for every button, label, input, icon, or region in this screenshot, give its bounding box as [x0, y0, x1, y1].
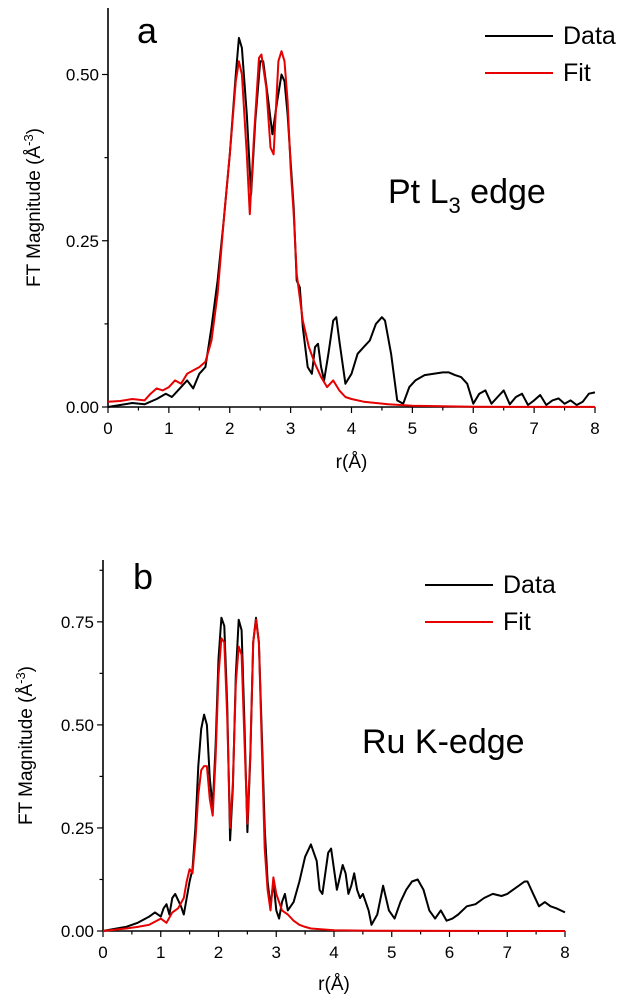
- legend-label-fit: Fit: [563, 59, 591, 87]
- y-axis-title-close: ): [16, 666, 37, 672]
- panel-b-chart: 0 1 2 3 4 5 6 7 8 0.00 0.25 0.50 0.75 r(Å) FT Magnitud…: [13, 556, 570, 995]
- x-tick-label: 2: [214, 943, 223, 962]
- x-tick-label: 7: [529, 419, 538, 438]
- edge-annotation-main: Pt L: [388, 173, 448, 211]
- x-tick-label: 1: [156, 943, 165, 962]
- y-axis-title: FT Magnitude (Å-3): [21, 128, 45, 287]
- x-tick-label: 2: [225, 419, 234, 438]
- x-tick-label: 1: [164, 419, 173, 438]
- x-tick-label: 5: [408, 419, 417, 438]
- y-axis-title-main: FT Magnitude (Å: [24, 146, 45, 287]
- y-tick-label: 0.25: [66, 232, 99, 251]
- y-tick-label: 0.50: [66, 66, 99, 85]
- x-tick-label: 6: [469, 419, 478, 438]
- y-axis-title-superscript: -3: [13, 672, 28, 684]
- edge-annotation-rest: edge: [461, 173, 546, 211]
- x-tick-label: 7: [503, 943, 512, 962]
- y-tick-label: 0.50: [61, 716, 94, 735]
- edge-annotation: Pt L3 edge: [388, 173, 546, 218]
- panel-label: b: [133, 556, 153, 597]
- edge-annotation-main: Ru K-edge: [362, 723, 525, 761]
- y-tick-label: 0.00: [66, 398, 99, 417]
- x-tick-label: 3: [272, 943, 281, 962]
- y-axis-title: FT Magnitude (Å-3): [13, 666, 37, 825]
- legend-label-fit: Fit: [503, 608, 531, 636]
- legend-label-data: Data: [563, 22, 616, 50]
- x-tick-label: 0: [103, 419, 112, 438]
- panel-a-chart: 0 1 2 3 4 5 6 7 8 0.00 0.25 0.50 r(Å) FT Magnitude (Å…: [21, 8, 616, 473]
- x-tick-label: 4: [347, 419, 356, 438]
- x-tick-label: 3: [286, 419, 295, 438]
- series-line-fit: [102, 618, 566, 932]
- y-axis-title-close: ): [24, 128, 45, 134]
- x-axis-title: r(Å): [336, 452, 368, 473]
- y-tick-label: 0.00: [61, 922, 94, 941]
- edge-annotation: Ru K-edge: [362, 723, 525, 761]
- series-line-data: [107, 36, 596, 408]
- y-axis-title-superscript: -3: [21, 134, 36, 146]
- x-axis-title: r(Å): [318, 974, 350, 995]
- series-line-data: [102, 616, 566, 932]
- edge-annotation-subscript: 3: [448, 193, 460, 218]
- x-tick-label: 8: [590, 419, 599, 438]
- y-tick-label: 0.75: [61, 613, 94, 632]
- panel-label: a: [137, 10, 158, 51]
- x-tick-label: 0: [98, 943, 107, 962]
- legend-label-data: Data: [503, 571, 556, 599]
- x-tick-label: 5: [387, 943, 396, 962]
- y-axis-title-main: FT Magnitude (Å: [16, 684, 37, 825]
- x-tick-label: 8: [560, 943, 569, 962]
- x-tick-label: 4: [329, 943, 338, 962]
- x-tick-label: 6: [445, 943, 454, 962]
- series-line-fit: [107, 50, 595, 408]
- y-tick-label: 0.25: [61, 819, 94, 838]
